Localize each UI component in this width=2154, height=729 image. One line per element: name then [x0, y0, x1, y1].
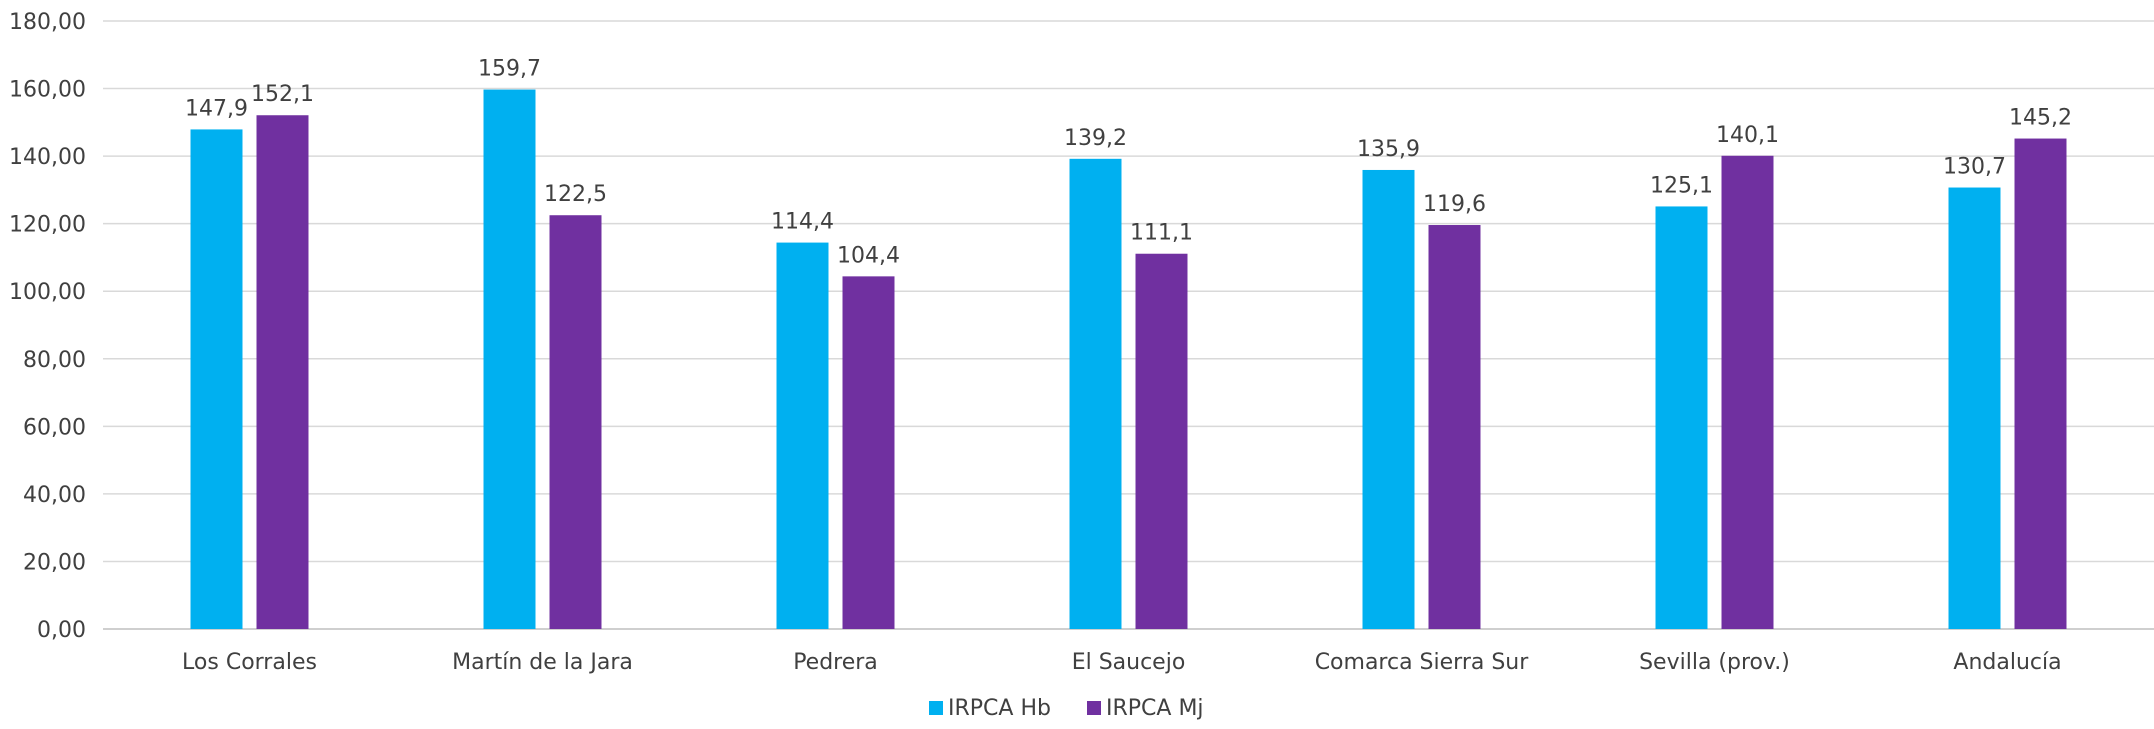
bar-irpca-hb — [1948, 187, 2001, 629]
data-label: 159,7 — [478, 57, 541, 82]
data-label: 140,1 — [1716, 123, 1779, 148]
bar-irpca-mj — [2014, 138, 2067, 629]
bar-irpca-mj — [842, 276, 895, 629]
legend-item-irpca-hb: IRPCA Hb — [929, 696, 1051, 721]
y-tick-label: 180,00 — [9, 10, 86, 35]
y-tick-label: 120,00 — [9, 213, 86, 238]
y-axis-tick-labels: 0,00 20,00 40,00 60,00 80,00 100,00 120,00 140,… — [9, 10, 86, 643]
data-label: 147,9 — [185, 96, 248, 121]
data-label: 114,4 — [771, 210, 834, 235]
data-label: 125,1 — [1650, 173, 1713, 198]
y-tick-label: 80,00 — [23, 348, 86, 373]
y-tick-label: 100,00 — [9, 280, 86, 305]
bar-irpca-hb — [190, 129, 243, 629]
data-label: 152,1 — [251, 82, 314, 107]
bar-irpca-hb — [483, 89, 536, 629]
x-tick-label: Andalucía — [1953, 650, 2061, 675]
bar-irpca-hb — [1069, 158, 1122, 629]
data-label: 139,2 — [1064, 126, 1127, 151]
legend-swatch — [929, 701, 943, 715]
y-tick-label: 140,00 — [9, 145, 86, 170]
bar-irpca-hb — [1362, 169, 1415, 629]
legend-item-irpca-mj: IRPCA Mj — [1087, 696, 1204, 721]
data-label: 104,4 — [837, 243, 900, 268]
gridlines — [103, 20, 2154, 630]
legend-label: IRPCA Hb — [948, 696, 1051, 721]
x-tick-label: Pedrera — [793, 650, 878, 675]
data-label: 135,9 — [1357, 137, 1420, 162]
data-label: 111,1 — [1130, 221, 1193, 246]
y-tick-label: 0,00 — [37, 618, 86, 643]
y-tick-label: 40,00 — [23, 483, 86, 508]
x-tick-label: Comarca Sierra Sur — [1315, 650, 1530, 675]
x-tick-label: Martín de la Jara — [452, 650, 633, 675]
legend-swatch — [1087, 701, 1101, 715]
bar-irpca-mj — [1721, 155, 1774, 630]
data-label: 145,2 — [2009, 106, 2072, 131]
legend: IRPCA Hb IRPCA Mj — [929, 696, 1204, 721]
bar-irpca-mj — [1428, 225, 1481, 630]
data-label: 119,6 — [1423, 192, 1486, 217]
y-tick-label: 160,00 — [9, 78, 86, 103]
data-label: 130,7 — [1943, 155, 2006, 180]
bar-irpca-hb — [776, 242, 829, 630]
bar-irpca-hb — [1655, 206, 1708, 629]
legend-label: IRPCA Mj — [1106, 696, 1204, 721]
bars — [190, 89, 2067, 630]
x-tick-label: El Saucejo — [1072, 650, 1186, 675]
x-tick-label: Sevilla (prov.) — [1639, 650, 1790, 675]
y-tick-label: 60,00 — [23, 415, 86, 440]
x-tick-label: Los Corrales — [182, 650, 317, 675]
bar-irpca-mj — [256, 115, 309, 630]
x-axis-tick-labels: Los Corrales Martín de la Jara Pedrera El S… — [182, 650, 2062, 675]
bar-irpca-mj — [549, 215, 602, 629]
bar-irpca-mj — [1135, 253, 1188, 629]
y-tick-label: 20,00 — [23, 550, 86, 575]
data-label: 122,5 — [544, 182, 607, 207]
